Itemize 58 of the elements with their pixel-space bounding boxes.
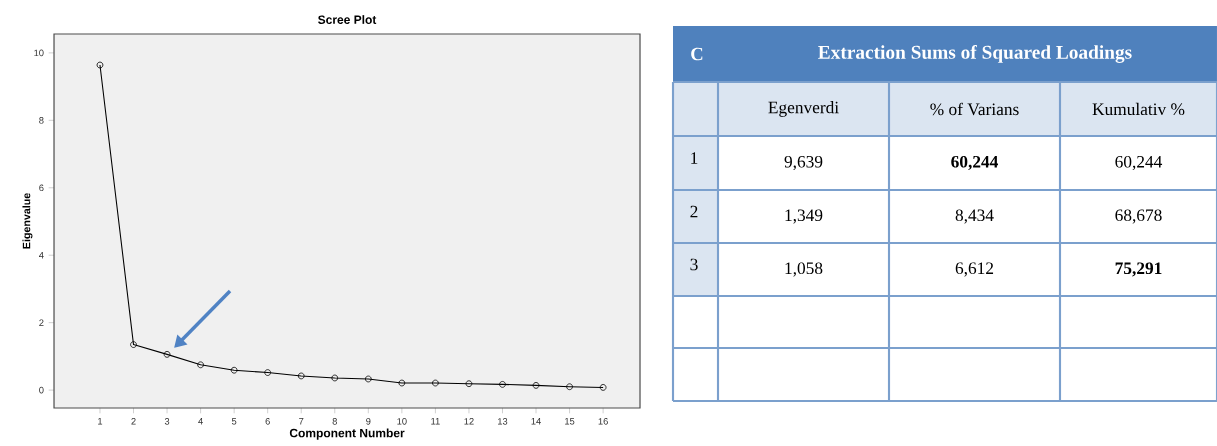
x-tick-label: 8 [332,418,337,425]
text: 3 [690,258,698,271]
x-tick-label: 2 [131,418,136,425]
x-tick-label: 11 [431,418,440,425]
point [499,381,506,388]
text: 60,244 [951,155,999,171]
point [264,369,272,376]
point [163,351,171,358]
text: 1,058 [785,262,823,277]
point [465,380,473,388]
y-tick-label: 8 [39,117,44,124]
text: Egenverdi [768,101,839,117]
x-tick-label: 3 [164,418,170,425]
point [599,384,607,391]
x-tick-label: 16 [598,418,608,425]
text: 8,434 [955,209,994,224]
y-tick-label: 6 [39,184,44,192]
point [398,379,406,387]
x-tick-label: 10 [397,418,407,425]
x-tick-label: 13 [498,418,508,425]
text: 6,612 [955,262,994,277]
text: 60,244 [1115,155,1163,171]
point [297,372,305,380]
text: Extraction Sums of Squared Loadings [818,45,1132,63]
text: 1,349 [785,209,823,224]
point [566,383,573,391]
point [364,375,372,383]
y-tick-label: 2 [39,319,44,326]
x-tick-label: 15 [565,418,575,425]
point [130,341,137,348]
text: % of Varians [930,102,1019,116]
chart-title: Scree Plot [318,15,377,24]
point [532,382,540,389]
point [197,361,204,369]
x-tick-label: 5 [231,418,237,425]
text: 68,678 [1115,209,1162,224]
point [331,374,339,382]
y-axis-title: Eigenvalue [22,193,33,249]
y-tick-label: 10 [34,49,44,57]
text: Kumulativ % [1092,102,1185,116]
x-tick-label: 1 [98,418,103,425]
point [432,379,439,387]
x-tick-label: 6 [265,418,270,425]
x-tick-label: 4 [198,418,203,425]
text: 75,291 [1115,262,1162,277]
x-tick-label: 7 [299,418,304,425]
text: 1 [691,152,698,164]
point [96,61,104,69]
x-axis-title: Component Number [289,428,405,440]
text: C [691,47,703,61]
point [230,366,238,374]
x-tick-label: 9 [366,418,371,425]
y-tick-label: 0 [39,386,44,394]
text: 2 [690,205,698,218]
x-tick-label: 12 [464,418,474,425]
y-tick-label: 4 [38,252,44,259]
x-tick-label: 14 [531,418,541,425]
text: 9,639 [784,155,823,171]
